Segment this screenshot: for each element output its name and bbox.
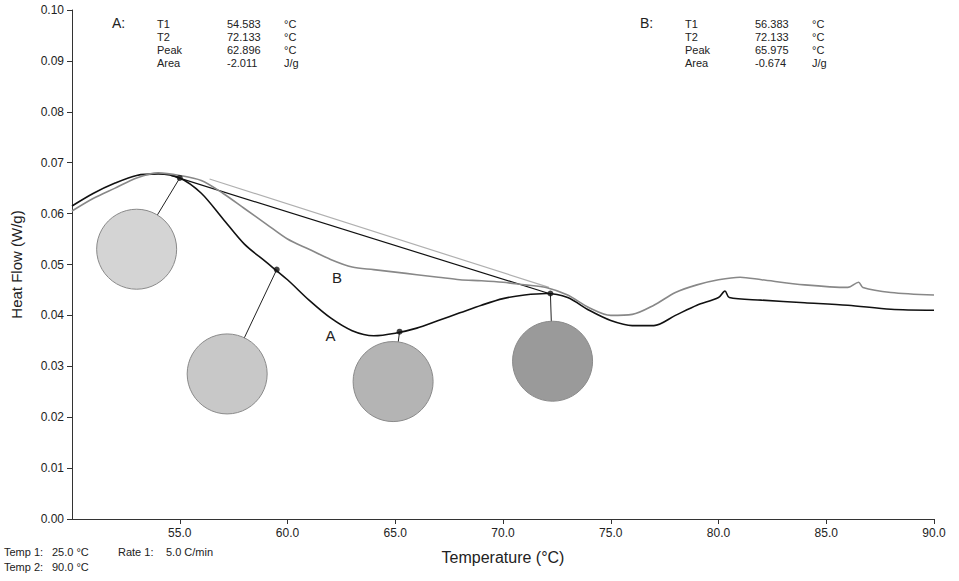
svg-text:T2: T2 — [157, 31, 170, 43]
svg-text:85.0: 85.0 — [815, 526, 839, 540]
svg-text:54.583: 54.583 — [227, 18, 261, 30]
svg-text:°C: °C — [284, 44, 296, 56]
svg-text:°C: °C — [812, 44, 824, 56]
svg-text:62.896: 62.896 — [227, 44, 261, 56]
svg-text:B:: B: — [640, 15, 653, 31]
svg-text:75.0: 75.0 — [599, 526, 623, 540]
svg-text:Area: Area — [157, 57, 181, 69]
svg-text:0.10: 0.10 — [41, 3, 65, 17]
svg-text:25.0 °C: 25.0 °C — [52, 546, 89, 558]
svg-text:0.09: 0.09 — [41, 54, 65, 68]
svg-text:Rate 1:: Rate 1: — [118, 546, 153, 558]
svg-text:A: A — [326, 327, 336, 344]
svg-text:55.0: 55.0 — [168, 526, 192, 540]
svg-text:0.05: 0.05 — [41, 258, 65, 272]
svg-text:80.0: 80.0 — [707, 526, 731, 540]
svg-text:70.0: 70.0 — [491, 526, 515, 540]
svg-text:56.383: 56.383 — [755, 18, 789, 30]
svg-text:0.08: 0.08 — [41, 105, 65, 119]
svg-text:B: B — [332, 269, 342, 286]
svg-text:0.07: 0.07 — [41, 156, 65, 170]
svg-text:-0.674: -0.674 — [755, 57, 786, 69]
svg-text:5.0 C/min: 5.0 C/min — [166, 546, 213, 558]
svg-text:T1: T1 — [157, 18, 170, 30]
svg-text:65.0: 65.0 — [384, 526, 408, 540]
svg-text:0.06: 0.06 — [41, 207, 65, 221]
svg-text:0.02: 0.02 — [41, 410, 65, 424]
svg-text:T1: T1 — [685, 18, 698, 30]
svg-text:T2: T2 — [685, 31, 698, 43]
svg-text:72.133: 72.133 — [755, 31, 789, 43]
svg-text:Heat Flow (W/g): Heat Flow (W/g) — [8, 210, 25, 318]
svg-text:Temp 1:: Temp 1: — [4, 546, 43, 558]
svg-text:60.0: 60.0 — [276, 526, 300, 540]
svg-text:J/g: J/g — [284, 57, 299, 69]
svg-text:Temp 2:: Temp 2: — [4, 561, 43, 573]
svg-text:-2.011: -2.011 — [227, 57, 257, 69]
svg-text:Temperature (°C): Temperature (°C) — [442, 549, 565, 566]
svg-text:65.975: 65.975 — [755, 44, 789, 56]
svg-text:90.0 °C: 90.0 °C — [52, 561, 89, 573]
svg-text:°C: °C — [284, 18, 296, 30]
svg-text:J/g: J/g — [812, 57, 827, 69]
svg-text:°C: °C — [812, 18, 824, 30]
svg-text:Peak: Peak — [685, 44, 711, 56]
svg-text:Peak: Peak — [157, 44, 183, 56]
svg-text:0.00: 0.00 — [41, 512, 65, 526]
svg-text:72.133: 72.133 — [227, 31, 261, 43]
svg-text:0.03: 0.03 — [41, 359, 65, 373]
svg-text:0.04: 0.04 — [41, 308, 65, 322]
svg-text:90.0: 90.0 — [922, 526, 946, 540]
svg-text:0.01: 0.01 — [41, 461, 65, 475]
svg-text:°C: °C — [284, 31, 296, 43]
svg-text:°C: °C — [812, 31, 824, 43]
svg-text:Area: Area — [685, 57, 709, 69]
svg-text:A:: A: — [112, 15, 125, 31]
